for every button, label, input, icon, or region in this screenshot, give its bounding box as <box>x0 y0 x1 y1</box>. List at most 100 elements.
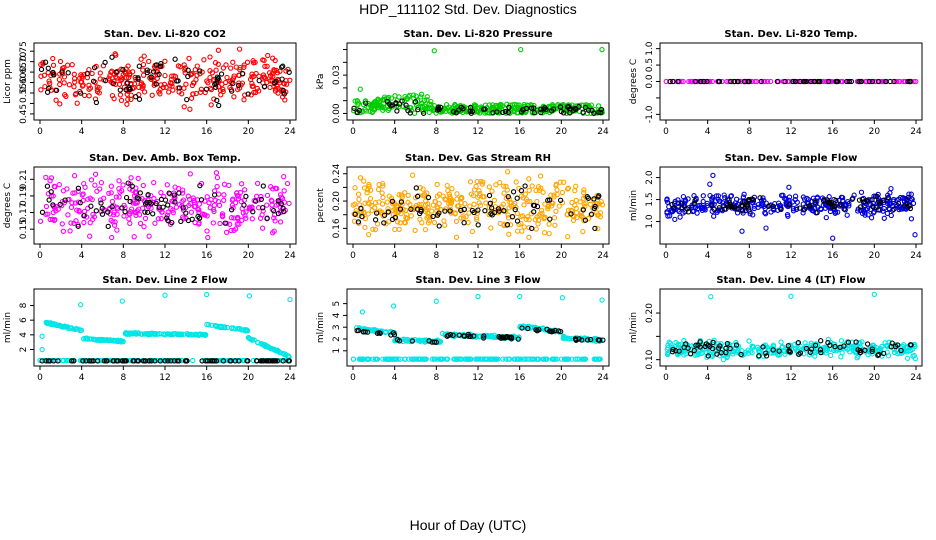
data-point <box>99 205 105 211</box>
data-point <box>701 206 707 212</box>
data-point <box>453 218 460 225</box>
data-point <box>740 210 746 216</box>
y-axis-label: Licor ppm <box>3 59 13 104</box>
data-point <box>127 198 133 205</box>
data-point <box>542 215 548 221</box>
data-point <box>109 204 115 210</box>
data-point <box>849 196 855 202</box>
data-point <box>140 67 146 73</box>
data-point <box>855 208 861 214</box>
data-point <box>805 200 812 206</box>
data-point <box>154 357 160 364</box>
data-point <box>599 297 605 303</box>
data-point <box>542 105 548 111</box>
data-point <box>207 54 213 60</box>
data-point <box>396 226 402 233</box>
data-point <box>418 201 425 208</box>
data-point <box>380 356 386 362</box>
data-point <box>73 326 79 332</box>
data-point <box>220 358 227 364</box>
data-point <box>501 183 507 189</box>
data-point <box>745 78 751 85</box>
data-point <box>762 78 768 85</box>
data-point <box>237 66 243 73</box>
data-point <box>48 175 55 181</box>
data-point <box>838 338 845 344</box>
data-point <box>814 347 820 353</box>
x-tick-label: 0 <box>37 251 43 261</box>
data-point <box>264 192 271 199</box>
data-point <box>216 102 222 109</box>
data-point <box>364 329 371 335</box>
data-point <box>283 357 289 364</box>
data-point <box>693 342 699 348</box>
data-point <box>195 332 202 338</box>
data-point <box>50 69 56 76</box>
data-point <box>567 110 573 116</box>
data-point <box>888 212 894 219</box>
data-point <box>197 68 203 74</box>
data-point <box>80 191 86 197</box>
data-point <box>268 197 275 203</box>
panel-title: Stan. Dev. Line 2 Flow <box>102 275 227 286</box>
data-point <box>213 358 220 364</box>
data-point <box>822 346 829 352</box>
data-point <box>135 75 141 81</box>
data-point <box>406 92 413 98</box>
data-point <box>398 199 405 205</box>
x-tick-label: 16 <box>201 127 213 137</box>
data-point <box>161 331 167 337</box>
data-point <box>402 93 408 100</box>
data-point <box>246 205 252 212</box>
data-point <box>81 219 87 226</box>
data-point <box>466 210 472 216</box>
data-point <box>697 339 703 345</box>
data-point <box>467 104 474 111</box>
data-point <box>533 187 539 194</box>
data-point <box>750 212 756 218</box>
data-point <box>265 52 271 59</box>
data-point <box>217 220 223 227</box>
x-tick-label: 8 <box>433 251 439 261</box>
data-point <box>190 195 196 201</box>
data-point <box>475 207 481 213</box>
data-point <box>236 80 242 86</box>
data-point <box>53 208 59 214</box>
data-point <box>93 208 99 214</box>
data-point <box>763 225 769 231</box>
data-point <box>43 319 49 326</box>
data-point <box>168 206 174 212</box>
plot-frame <box>33 42 297 121</box>
data-point <box>410 356 416 362</box>
data-point <box>264 63 270 69</box>
data-points <box>664 291 918 363</box>
panel-co2: Stan. Dev. Li-820 CO2 Licor ppm 0 4 8 12 16 20 2… <box>3 29 297 137</box>
data-point <box>439 356 445 362</box>
data-point <box>135 175 141 182</box>
data-point <box>778 206 784 213</box>
x-tick-label: 20 <box>869 127 881 137</box>
data-point <box>103 358 109 364</box>
data-point <box>450 332 456 338</box>
data-point <box>113 358 120 364</box>
data-point <box>869 346 875 352</box>
data-point <box>261 57 267 64</box>
x-tick-label: 12 <box>785 251 796 261</box>
data-point <box>84 70 90 77</box>
data-point <box>220 86 226 92</box>
data-point <box>366 183 372 190</box>
data-point <box>106 190 112 197</box>
data-point <box>164 331 171 337</box>
x-tick-label: 24 <box>910 251 922 261</box>
data-point <box>846 203 852 209</box>
data-point <box>906 203 912 209</box>
x-tick-label: 20 <box>556 127 568 137</box>
data-point <box>77 302 84 308</box>
data-point <box>844 212 850 218</box>
data-point <box>691 347 697 354</box>
data-point <box>864 341 871 347</box>
data-point <box>807 203 813 209</box>
data-point <box>426 101 432 107</box>
data-point <box>180 205 186 211</box>
data-point <box>711 206 717 212</box>
